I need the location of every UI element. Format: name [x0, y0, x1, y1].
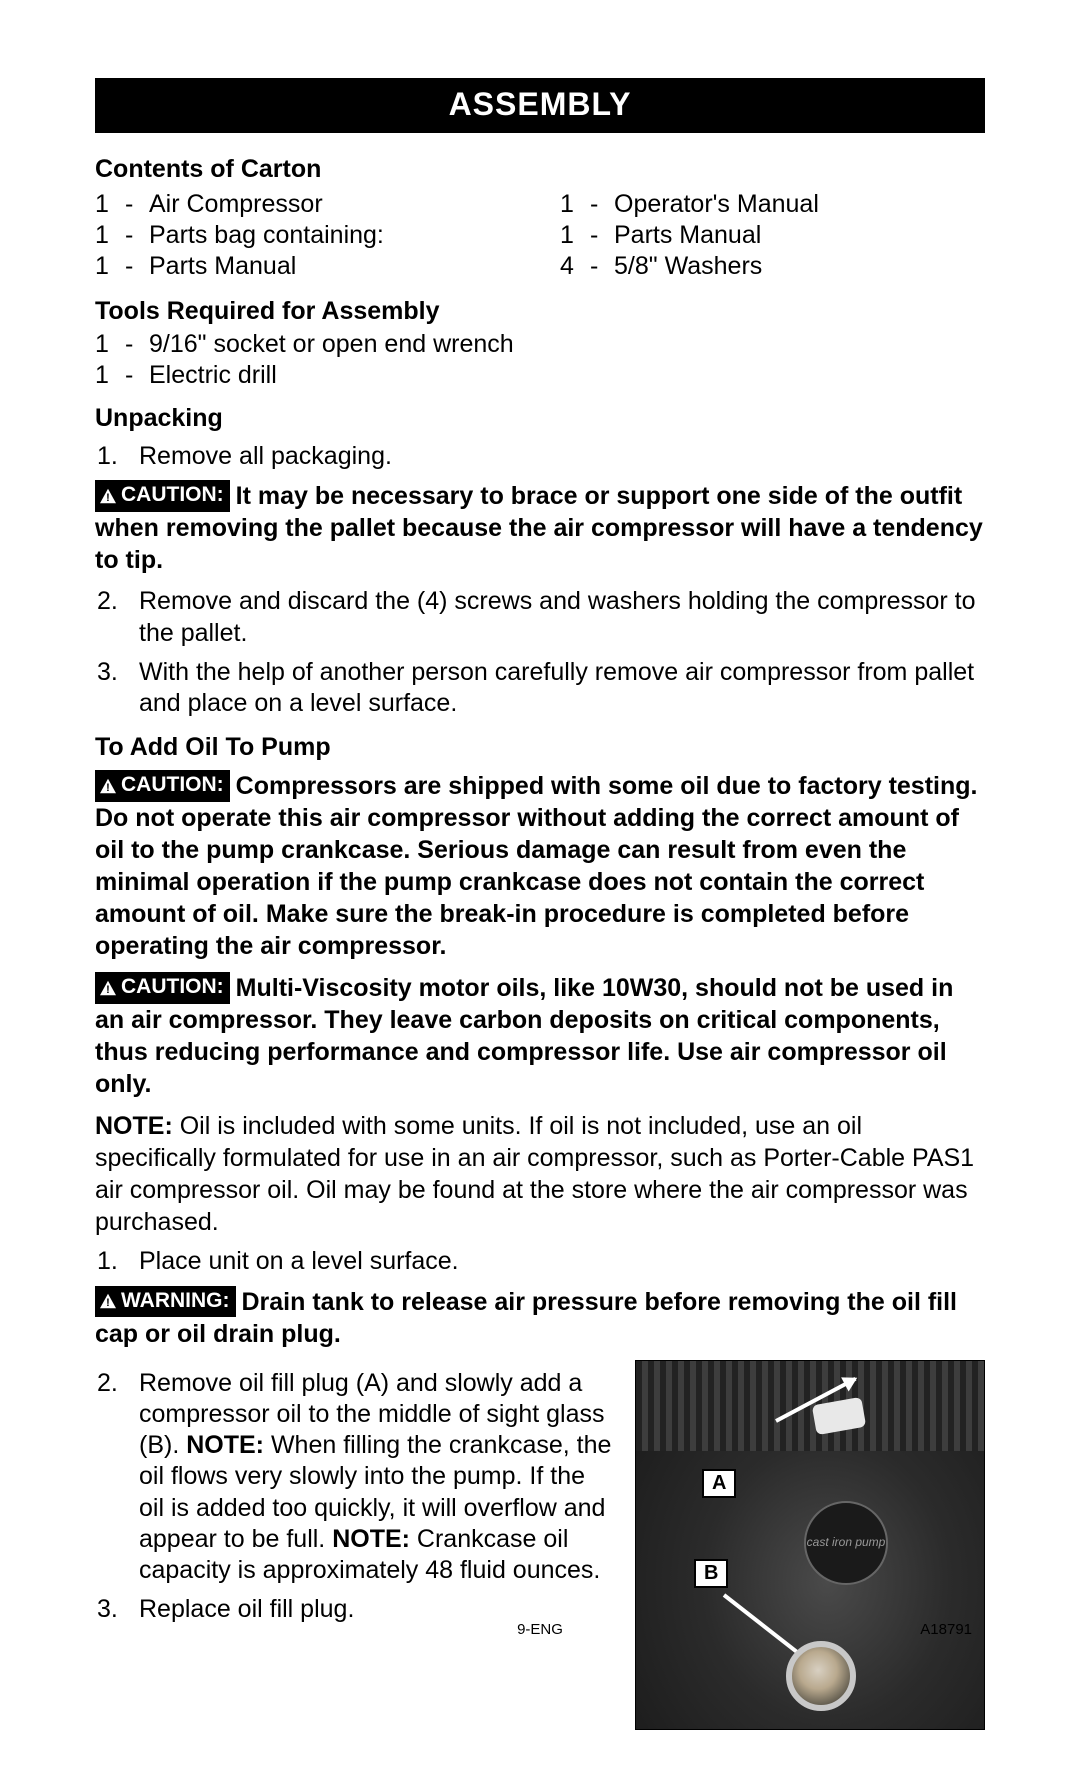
step-number: 2. [95, 1368, 139, 1587]
ordered-step: 1.Remove all packaging. [95, 441, 985, 472]
warning-label: WARNING: [121, 1288, 230, 1315]
warning-triangle-icon: ! [99, 778, 117, 794]
steps-left-column: 2. Remove oil fill plug (A) and slowly a… [95, 1360, 615, 1730]
step-number: 2. [95, 586, 139, 649]
step-text: With the help of another person carefull… [139, 657, 985, 720]
warning-badge: ! WARNING: [95, 1286, 236, 1318]
caution-label: CAUTION: [121, 974, 224, 1001]
caution-label: CAUTION: [121, 772, 224, 799]
footer-doc-id: A18791 [920, 1621, 972, 1638]
svg-text:!: ! [106, 984, 110, 996]
list-item: 1-Air Compressor [95, 190, 520, 219]
figure-label-b: B [694, 1559, 728, 1588]
item-qty: 1 [95, 361, 125, 390]
heading-unpacking: Unpacking [95, 404, 985, 433]
item-dash: - [590, 221, 614, 250]
item-qty: 1 [560, 190, 590, 219]
note-block: NOTE: Oil is included with some units. I… [95, 1110, 985, 1238]
step-with-figure-row: 2. Remove oil fill plug (A) and slowly a… [95, 1360, 985, 1730]
figure-sight-glass [786, 1641, 856, 1711]
item-dash: - [125, 330, 149, 359]
pump-figure: A cast iron pump B [635, 1360, 985, 1730]
item-name: Operator's Manual [614, 190, 985, 219]
ordered-step: 1.Place unit on a level surface. [95, 1246, 985, 1277]
caution-badge: ! CAUTION: [95, 972, 230, 1004]
item-qty: 4 [560, 252, 590, 281]
svg-text:!: ! [106, 1297, 110, 1309]
note-label: NOTE: [332, 1525, 410, 1553]
step-number: 1. [95, 1246, 139, 1277]
heading-tools: Tools Required for Assembly [95, 297, 985, 326]
ordered-step: 2.Remove and discard the (4) screws and … [95, 586, 985, 649]
figure-fins [636, 1361, 984, 1451]
item-name: 5/8" Washers [614, 252, 985, 281]
item-qty: 1 [95, 252, 125, 281]
heading-contents: Contents of Carton [95, 155, 985, 184]
list-item: 1-Operator's Manual [560, 190, 985, 219]
list-item: 1-Parts bag containing: [95, 221, 520, 250]
ordered-step: 2. Remove oil fill plug (A) and slowly a… [95, 1368, 615, 1587]
list-item: 4-5/8" Washers [560, 252, 985, 281]
list-item: 1-9/16" socket or open end wrench [95, 330, 985, 359]
step-number: 3. [95, 1594, 139, 1625]
item-dash: - [590, 252, 614, 281]
contents-col-left: 1-Air Compressor 1-Parts bag containing:… [95, 188, 520, 283]
item-qty: 1 [95, 330, 125, 359]
contents-col-right: 1-Operator's Manual 1-Parts Manual 4-5/8… [560, 188, 985, 283]
warning-triangle-icon: ! [99, 980, 117, 996]
list-item: 1-Electric drill [95, 361, 985, 390]
item-dash: - [125, 190, 149, 219]
item-name: Electric drill [149, 361, 985, 390]
figure-pump-logo: cast iron pump [804, 1501, 888, 1585]
caution-badge: ! CAUTION: [95, 770, 230, 802]
caution-block: ! CAUTION: It may be necessary to brace … [95, 480, 985, 576]
item-name: Parts Manual [149, 252, 520, 281]
step-number: 3. [95, 657, 139, 720]
item-dash: - [590, 190, 614, 219]
caution-block: ! CAUTION: Multi-Viscosity motor oils, l… [95, 972, 985, 1100]
item-name: 9/16" socket or open end wrench [149, 330, 985, 359]
list-item: 1-Parts Manual [95, 252, 520, 281]
item-qty: 1 [95, 221, 125, 250]
note-label: NOTE: [95, 1112, 173, 1140]
item-name: Parts Manual [614, 221, 985, 250]
warning-triangle-icon: ! [99, 1293, 117, 1309]
caution-block: ! CAUTION: Compressors are shipped with … [95, 770, 985, 962]
item-qty: 1 [560, 221, 590, 250]
step-text: Remove oil fill plug (A) and slowly add … [139, 1368, 615, 1587]
warning-triangle-icon: ! [99, 488, 117, 504]
item-dash: - [125, 252, 149, 281]
svg-text:!: ! [106, 492, 110, 504]
caution-badge: ! CAUTION: [95, 480, 230, 512]
step-text: Remove and discard the (4) screws and wa… [139, 586, 985, 649]
item-dash: - [125, 221, 149, 250]
heading-addoil: To Add Oil To Pump [95, 733, 985, 762]
figure-label-a: A [702, 1469, 736, 1498]
warning-block: ! WARNING: Drain tank to release air pre… [95, 1286, 985, 1350]
item-name: Parts bag containing: [149, 221, 520, 250]
ordered-step: 3.With the help of another person carefu… [95, 657, 985, 720]
step-number: 1. [95, 441, 139, 472]
note-label: NOTE: [186, 1431, 264, 1459]
contents-columns: 1-Air Compressor 1-Parts bag containing:… [95, 188, 985, 283]
step-text: Remove all packaging. [139, 441, 985, 472]
note-text: Oil is included with some units. If oil … [95, 1112, 974, 1236]
caution-label: CAUTION: [121, 482, 224, 509]
item-qty: 1 [95, 190, 125, 219]
svg-text:!: ! [106, 782, 110, 794]
section-title: ASSEMBLY [95, 78, 985, 133]
item-dash: - [125, 361, 149, 390]
step-text: Place unit on a level surface. [139, 1246, 985, 1277]
item-name: Air Compressor [149, 190, 520, 219]
footer-page-number: 9-ENG [517, 1621, 563, 1638]
list-item: 1-Parts Manual [560, 221, 985, 250]
